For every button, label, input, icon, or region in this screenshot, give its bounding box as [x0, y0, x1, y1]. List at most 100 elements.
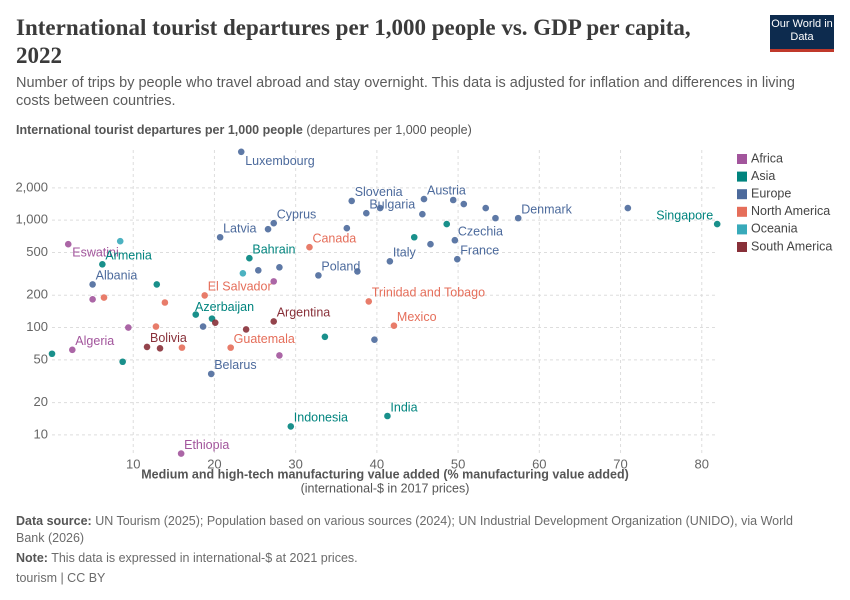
point-label: Guatemala: [234, 332, 295, 346]
y-tick-label: 100: [26, 319, 48, 334]
point-label: Eswatini: [72, 245, 119, 259]
point: [443, 220, 451, 228]
point: [192, 311, 200, 318]
point: [116, 237, 124, 245]
point-label: Ethiopia: [184, 438, 229, 452]
point: [211, 319, 219, 326]
point-label: Cyprus: [277, 207, 317, 221]
legend-swatch: [737, 242, 747, 252]
note-label: Note:: [16, 551, 48, 565]
point-label: Poland: [321, 260, 360, 274]
y-tick-label: 20: [34, 394, 48, 409]
point-label: Austria: [427, 183, 466, 197]
x-tick-label: 20: [207, 456, 221, 471]
point: [237, 148, 245, 156]
source-text: UN Tourism (2025); Population based on v…: [16, 514, 793, 545]
point-label: Bahrain: [252, 243, 295, 257]
point-label: Armenia: [105, 249, 152, 263]
point: [178, 344, 186, 351]
point-label: Algeria: [75, 334, 114, 348]
point: [156, 345, 164, 352]
legend-swatch: [737, 154, 747, 164]
x-axis-sublabel: (international-$ in 2017 prices): [301, 481, 470, 495]
point-label: Indonesia: [294, 411, 348, 425]
point-label: Albania: [96, 269, 138, 283]
point: [420, 195, 428, 203]
point: [376, 204, 384, 212]
y-tick-label: 1,000: [15, 212, 48, 227]
legend-swatch: [737, 206, 747, 217]
footer: Data source: UN Tourism (2025); Populati…: [16, 513, 816, 587]
y-tick-label: 2,000: [15, 179, 48, 194]
y-tick-label: 500: [26, 244, 48, 259]
point: [453, 255, 461, 263]
point: [451, 236, 459, 244]
point: [161, 299, 169, 306]
point: [143, 343, 151, 351]
point: [390, 322, 398, 329]
point: [254, 267, 262, 274]
y-tick-label: 50: [34, 351, 48, 366]
note: Note: This data is expressed in internat…: [16, 550, 816, 567]
point: [514, 214, 522, 222]
point-label: El Salvador: [208, 280, 272, 294]
point: [216, 233, 224, 241]
y-axis-title: International tourist departures per 1,0…: [16, 123, 303, 137]
point: [386, 257, 394, 265]
chart-title: International tourist departures per 1,0…: [16, 15, 691, 68]
license: tourism | CC BY: [16, 571, 106, 585]
point: [264, 225, 272, 233]
point: [348, 197, 356, 205]
point: [64, 240, 72, 248]
point: [492, 214, 499, 222]
point-label: France: [460, 243, 499, 257]
point: [177, 450, 185, 457]
point: [713, 220, 721, 228]
x-tick-label: 70: [613, 456, 627, 471]
source-label: Data source:: [16, 514, 92, 528]
point: [201, 292, 208, 299]
point: [287, 423, 295, 430]
point: [239, 269, 247, 277]
x-tick-label: 40: [370, 456, 384, 471]
y-tick-label: 10: [34, 426, 48, 441]
point-label: Azerbaijan: [195, 300, 254, 314]
x-tick-label: 80: [695, 456, 709, 471]
legend-label: Asia: [751, 169, 775, 183]
x-axis-label: Medium and high-tech manufacturing value…: [141, 467, 629, 481]
point: [371, 336, 378, 344]
point: [270, 278, 278, 285]
point: [449, 196, 457, 204]
point: [315, 272, 322, 279]
point: [363, 209, 370, 217]
point: [460, 200, 468, 208]
note-text: This data is expressed in international-…: [51, 551, 358, 565]
point: [100, 294, 108, 301]
point: [482, 204, 490, 212]
point: [48, 350, 56, 358]
point-label: Luxembourg: [245, 154, 315, 168]
point-label: India: [390, 400, 417, 414]
point: [199, 323, 207, 330]
point: [306, 243, 313, 251]
point-label: Argentina: [277, 306, 331, 320]
point-label: Belarus: [214, 358, 256, 372]
logo[interactable]: Our World in Data: [770, 15, 834, 52]
legend-swatch: [737, 189, 747, 200]
point-label: Italy: [393, 246, 417, 260]
point: [270, 219, 278, 227]
point: [242, 326, 250, 333]
legend-label: Oceania: [751, 222, 798, 236]
point: [246, 254, 253, 262]
point: [119, 358, 126, 366]
point-label: Czechia: [458, 225, 503, 239]
point: [410, 233, 418, 241]
legend-swatch: [737, 171, 747, 182]
point: [99, 260, 106, 268]
x-tick-label: 60: [532, 456, 546, 471]
point: [624, 204, 632, 212]
legend-label: Africa: [751, 151, 783, 165]
legend-label: North America: [751, 204, 830, 218]
point: [227, 344, 234, 351]
